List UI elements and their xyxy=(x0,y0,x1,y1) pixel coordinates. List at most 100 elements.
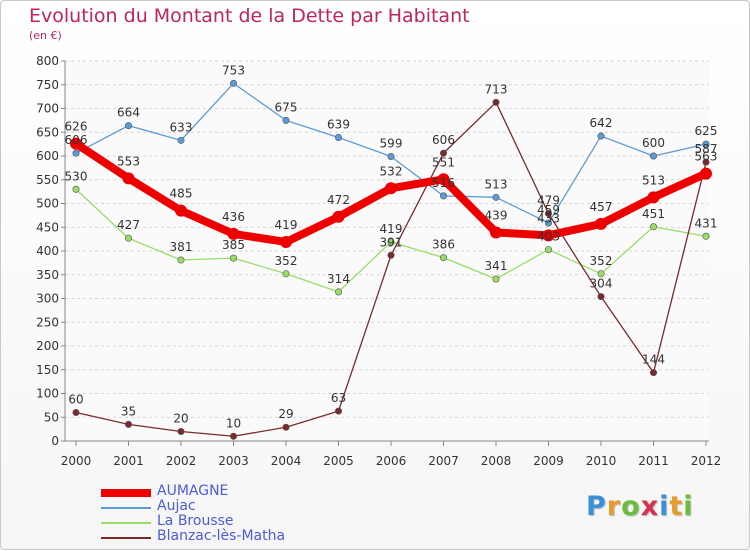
data-point xyxy=(439,149,447,157)
chart-subtitle: (en €) xyxy=(29,29,62,42)
data-point xyxy=(177,427,185,435)
data-point xyxy=(702,232,710,240)
x-tick-label: 2005 xyxy=(323,454,354,468)
data-point xyxy=(439,192,447,200)
data-label: 513 xyxy=(485,177,508,191)
data-label: 753 xyxy=(222,63,245,77)
legend-item: AUMAGNE xyxy=(101,483,361,500)
data-point xyxy=(230,432,238,440)
data-label: 513 xyxy=(642,173,665,187)
y-tick-label: 300 xyxy=(36,292,59,306)
logo-letter: P xyxy=(586,491,607,522)
data-point xyxy=(490,226,502,239)
data-label: 10 xyxy=(226,416,241,430)
data-point xyxy=(597,293,605,301)
x-tick-label: 2004 xyxy=(271,454,302,468)
data-label: 530 xyxy=(65,169,88,183)
data-label: 20 xyxy=(173,412,188,426)
data-label: 642 xyxy=(590,116,613,130)
chart-title: Evolution du Montant de la Dette par Hab… xyxy=(29,5,470,27)
x-tick-label: 2003 xyxy=(218,454,249,468)
x-tick-label: 2009 xyxy=(533,454,564,468)
data-point xyxy=(542,229,555,242)
data-label: 625 xyxy=(695,124,718,138)
data-point xyxy=(125,420,133,428)
x-tick-label: 2001 xyxy=(113,454,144,468)
data-point xyxy=(492,275,500,283)
data-label: 63 xyxy=(331,391,346,405)
data-label: 352 xyxy=(275,254,298,268)
data-point xyxy=(649,369,657,377)
data-point xyxy=(282,423,290,431)
data-point xyxy=(282,116,290,124)
x-tick-label: 2011 xyxy=(638,454,669,468)
data-label: 427 xyxy=(117,218,140,232)
data-point xyxy=(72,185,80,193)
data-point xyxy=(175,204,187,217)
data-label: 385 xyxy=(222,238,245,252)
data-point xyxy=(597,132,605,140)
logo-letter: x xyxy=(640,491,660,522)
data-label: 472 xyxy=(327,193,350,207)
y-tick-label: 250 xyxy=(36,315,59,329)
legend-swatch xyxy=(101,507,151,509)
data-point xyxy=(334,133,342,141)
y-tick-label: 750 xyxy=(36,78,59,92)
data-point xyxy=(595,217,607,230)
data-label: 419 xyxy=(275,218,298,232)
logo-letter: r xyxy=(606,491,622,522)
data-point xyxy=(230,79,238,87)
data-label: 391 xyxy=(380,235,403,249)
data-point xyxy=(439,254,447,262)
data-label: 60 xyxy=(68,393,83,407)
data-label: 431 xyxy=(695,216,718,230)
x-tick-label: 2000 xyxy=(61,454,92,468)
data-label: 457 xyxy=(590,200,613,214)
data-point xyxy=(334,407,342,415)
data-point xyxy=(177,256,185,264)
data-label: 626 xyxy=(65,120,88,134)
data-point xyxy=(597,270,605,278)
data-point xyxy=(230,254,238,262)
y-tick-label: 600 xyxy=(36,149,59,163)
data-label: 451 xyxy=(642,207,665,221)
data-point xyxy=(437,173,450,186)
data-label: 532 xyxy=(380,164,403,178)
data-label: 436 xyxy=(222,210,245,224)
logo-letter: o xyxy=(621,491,641,522)
series-aumagne xyxy=(70,137,712,248)
y-tick-label: 150 xyxy=(36,363,59,377)
y-tick-label: 0 xyxy=(51,434,59,448)
data-point xyxy=(387,238,395,246)
data-point xyxy=(702,140,710,148)
legend-label: Blanzac-lès-Matha xyxy=(157,528,286,544)
data-label: 419 xyxy=(380,222,403,236)
data-label: 639 xyxy=(327,117,350,131)
data-point xyxy=(700,167,712,180)
legend-item: La Brousse xyxy=(101,513,361,530)
data-label: 479 xyxy=(537,193,560,207)
y-tick-label: 800 xyxy=(36,54,59,68)
y-tick-label: 350 xyxy=(36,268,59,282)
data-label: 341 xyxy=(485,259,508,273)
data-point xyxy=(72,149,80,157)
legend: AUMAGNE Aujac La Brousse Blanzac-lès-Matha xyxy=(101,483,361,545)
data-label: 633 xyxy=(170,120,193,134)
data-point xyxy=(649,152,657,160)
data-label: 304 xyxy=(590,277,613,291)
logo-letter: i xyxy=(659,491,670,522)
data-point xyxy=(492,193,500,201)
series-la-brousse xyxy=(72,185,710,296)
axes: 0 50 100 150 200 250 300 350 400 450 500 550 600 650 7… xyxy=(36,54,721,468)
data-label: 29 xyxy=(278,407,293,421)
data-label: 516 xyxy=(432,176,455,190)
data-label: 599 xyxy=(380,136,403,150)
data-point xyxy=(544,219,552,227)
series-layer xyxy=(70,79,712,440)
data-label: 35 xyxy=(121,404,136,418)
data-point xyxy=(647,191,660,204)
x-tick-label: 2006 xyxy=(376,454,407,468)
data-point xyxy=(125,234,133,242)
